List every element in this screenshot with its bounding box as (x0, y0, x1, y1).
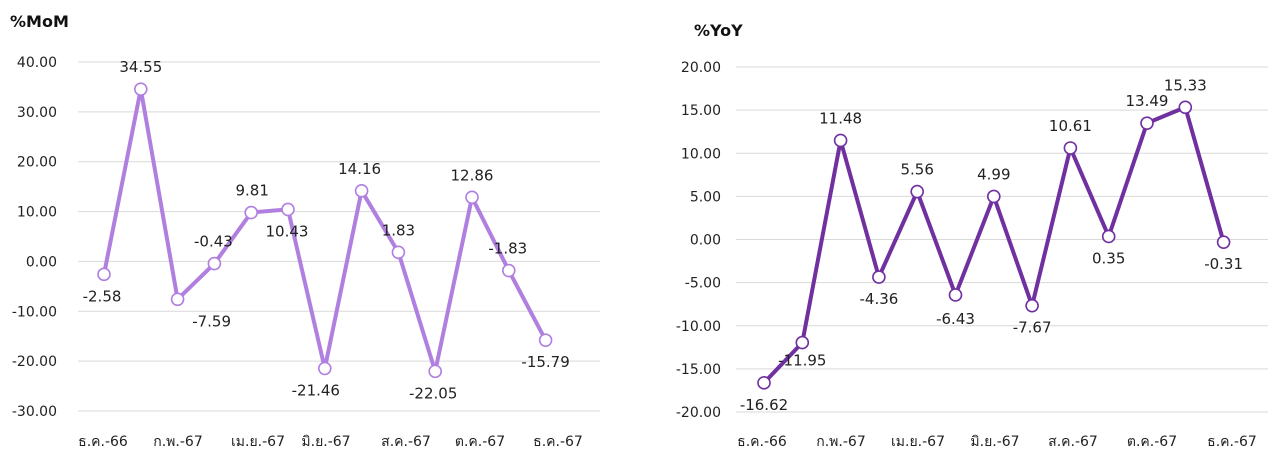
yoy-data-point (1101, 229, 1116, 244)
yoy-data-label: 13.49 (1126, 92, 1169, 110)
yoy-y-tick-label: 15.00 (681, 103, 721, 119)
yoy-data-label: -0.31 (1204, 255, 1243, 273)
yoy-y-tick-label: 0.00 (690, 233, 721, 249)
mom-data-point (354, 184, 369, 198)
yoy-x-tick-label: ต.ค.-67 (1127, 434, 1177, 450)
mom-data-label: 10.43 (266, 222, 309, 240)
mom-data-label: 34.55 (119, 58, 162, 76)
mom-y-tick-label: 0.00 (26, 254, 57, 270)
mom-data-point (134, 82, 148, 96)
yoy-data-point (910, 184, 925, 199)
yoy-data-point (1178, 100, 1193, 115)
mom-data-label: 12.86 (451, 166, 494, 184)
yoy-data-point (986, 189, 1001, 204)
yoy-data-point (1063, 141, 1078, 155)
yoy-data-label: -4.36 (859, 290, 898, 308)
yoy-y-tick-label: -20.00 (676, 405, 721, 421)
mom-data-label: -22.05 (409, 384, 457, 402)
mom-y-tick-label: -20.00 (12, 354, 57, 370)
mom-chart-title: %MoM (10, 12, 69, 31)
mom-x-tick-label: ธ.ค.-66 (78, 434, 128, 450)
yoy-data-point (1025, 298, 1039, 313)
mom-data-point (501, 263, 516, 278)
mom-x-tick-label: เม.ย.-67 (231, 434, 285, 450)
yoy-x-tick-label: ธ.ค.-67 (1207, 434, 1257, 450)
mom-data-point (281, 202, 295, 217)
mom-x-tick-label: มิ.ย.-67 (301, 434, 350, 450)
mom-data-point (465, 190, 479, 205)
yoy-x-tick-label: ธ.ค.-66 (737, 434, 787, 450)
yoy-data-point (1216, 235, 1231, 249)
mom-data-point (317, 361, 332, 376)
mom-data-point (207, 256, 222, 271)
yoy-data-label: -7.67 (1013, 319, 1052, 337)
yoy-y-tick-label: -15.00 (676, 362, 721, 378)
mom-data-label: -7.59 (192, 312, 231, 330)
mom-data-label: 9.81 (235, 182, 268, 200)
yoy-data-point (872, 270, 886, 284)
mom-data-point (170, 292, 185, 307)
yoy-chart-title: %YoY (694, 21, 743, 40)
yoy-data-point (833, 133, 848, 148)
mom-data-label: -2.58 (83, 287, 122, 305)
mom-x-tick-label: ต.ค.-67 (455, 434, 505, 450)
mom-data-label: -1.83 (488, 240, 527, 258)
yoy-data-label: 10.61 (1049, 117, 1092, 135)
mom-y-tick-label: 40.00 (17, 55, 57, 71)
mom-x-tick-label: ส.ค.-67 (381, 434, 431, 450)
yoy-data-label: -16.62 (740, 396, 788, 414)
yoy-data-label: 15.33 (1164, 76, 1207, 94)
yoy-y-tick-label: 10.00 (681, 146, 721, 162)
yoy-x-tick-label: มิ.ย.-67 (970, 434, 1019, 450)
yoy-data-label: -6.43 (936, 310, 975, 328)
mom-data-label: -21.46 (292, 381, 340, 399)
yoy-y-tick-label: -5.00 (685, 276, 721, 292)
yoy-series-line (762, 105, 1226, 385)
yoy-data-point (757, 376, 771, 390)
mom-data-point (428, 364, 443, 379)
mom-data-point (538, 333, 553, 347)
mom-data-point (97, 267, 111, 282)
mom-y-tick-label: 20.00 (17, 155, 57, 171)
mom-data-point (244, 205, 258, 220)
mom-y-tick-label: -10.00 (12, 304, 57, 320)
yoy-data-label: 11.48 (819, 109, 862, 127)
mom-data-label: -15.79 (521, 353, 569, 371)
yoy-data-point (795, 335, 810, 350)
mom-data-label: -0.43 (194, 233, 233, 251)
yoy-data-label: 0.35 (1092, 249, 1125, 267)
yoy-y-tick-label: 5.00 (690, 189, 721, 205)
mom-y-tick-label: 10.00 (17, 205, 57, 221)
mom-y-tick-label: -30.00 (12, 404, 57, 420)
yoy-y-tick-label: 20.00 (681, 60, 721, 76)
mom-series-line (102, 87, 548, 374)
mom-x-tick-label: ก.พ.-67 (153, 434, 202, 450)
yoy-data-label: 5.56 (900, 161, 933, 179)
mom-data-point (391, 245, 406, 260)
yoy-data-point (1140, 116, 1154, 130)
mom-x-tick-label: ธ.ค.-67 (533, 434, 583, 450)
mom-y-tick-label: 30.00 (17, 105, 57, 121)
mom-data-label: 14.16 (338, 160, 381, 178)
yoy-x-tick-label: เม.ย.-67 (891, 434, 945, 450)
yoy-data-label: 4.99 (977, 165, 1010, 183)
mom-data-label: 1.83 (382, 221, 415, 239)
yoy-data-point (948, 288, 963, 302)
yoy-y-tick-label: -10.00 (676, 319, 721, 335)
yoy-x-tick-label: ก.พ.-67 (816, 434, 865, 450)
yoy-data-label: -11.95 (778, 352, 826, 370)
yoy-x-tick-label: ส.ค.-67 (1048, 434, 1098, 450)
